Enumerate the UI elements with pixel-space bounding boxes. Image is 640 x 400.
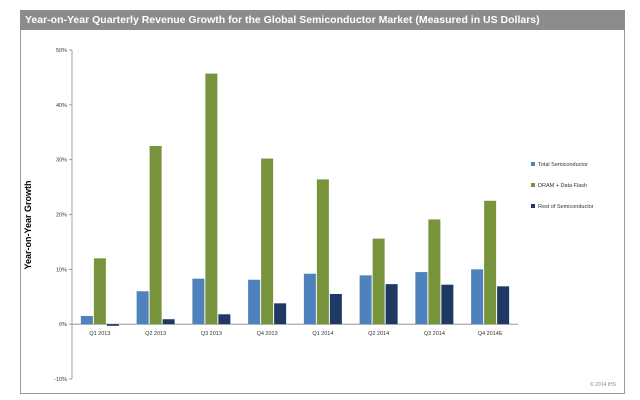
y-tick-label: 10% xyxy=(56,267,67,273)
bar-rest-of-semiconductor xyxy=(162,319,175,325)
legend-label: DRAM + Data Flash xyxy=(538,183,587,189)
bar-dram-data-flash xyxy=(205,73,218,325)
bar-total-semiconductor xyxy=(80,315,93,325)
bar-rest-of-semiconductor xyxy=(385,284,398,325)
y-tick-label: 0% xyxy=(59,322,67,328)
bar-dram-data-flash xyxy=(261,158,274,325)
bar-rest-of-semiconductor xyxy=(329,294,342,325)
x-tick-label: Q2 2014 xyxy=(368,331,389,337)
bar-dram-data-flash xyxy=(372,238,385,325)
x-tick-label: Q1 2013 xyxy=(89,331,110,337)
bar-dram-data-flash xyxy=(93,258,106,325)
chart-title: Year-on-Year Quarterly Revenue Growth fo… xyxy=(20,10,625,30)
y-tick-label: 40% xyxy=(56,103,67,109)
bar-total-semiconductor xyxy=(471,269,484,325)
bar-total-semiconductor xyxy=(415,272,428,325)
legend-swatch xyxy=(531,204,535,208)
legend-swatch xyxy=(531,162,535,166)
bar-rest-of-semiconductor xyxy=(106,324,119,326)
y-tick-label: 50% xyxy=(56,48,67,54)
bar-total-semiconductor xyxy=(303,273,316,325)
bar-rest-of-semiconductor xyxy=(441,284,454,325)
bar-total-semiconductor xyxy=(192,278,205,325)
bar-dram-data-flash xyxy=(316,179,329,325)
x-tick-label: Q4 2013 xyxy=(257,331,278,337)
bar-dram-data-flash xyxy=(428,219,441,325)
x-tick-label: Q4 2014E xyxy=(478,331,503,337)
x-tick-label: Q2 2013 xyxy=(145,331,166,337)
x-tick-label: Q3 2014 xyxy=(424,331,445,337)
copyright-credit: © 2014 IHS xyxy=(590,382,616,388)
bar-total-semiconductor xyxy=(359,275,372,325)
y-tick-label: 30% xyxy=(56,158,67,164)
x-tick-label: Q3 2013 xyxy=(201,331,222,337)
bar-total-semiconductor xyxy=(248,279,261,325)
y-tick-label: 20% xyxy=(56,213,67,219)
bar-dram-data-flash xyxy=(149,145,162,325)
y-tick-label: -10% xyxy=(54,377,67,383)
bar-rest-of-semiconductor xyxy=(497,286,510,325)
bar-rest-of-semiconductor xyxy=(274,303,287,325)
legend-swatch xyxy=(531,183,535,187)
legend-label: Rest of Semiconductor xyxy=(538,204,594,210)
bar-rest-of-semiconductor xyxy=(218,314,231,325)
legend-label: Total Semiconductor xyxy=(538,162,588,168)
x-tick-label: Q1 2014 xyxy=(312,331,333,337)
bar-total-semiconductor xyxy=(136,291,149,325)
bar-dram-data-flash xyxy=(484,200,497,325)
